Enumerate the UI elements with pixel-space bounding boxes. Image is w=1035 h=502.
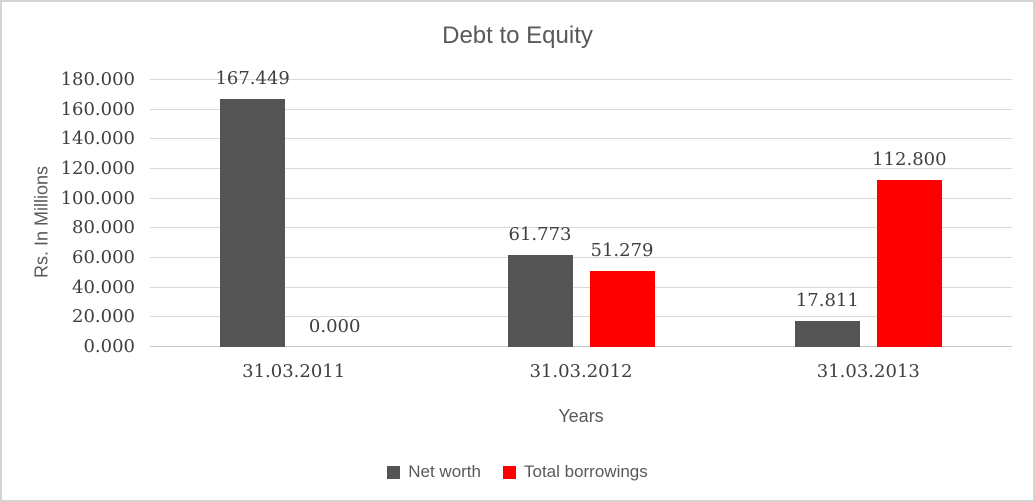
bar-net-worth	[794, 320, 860, 347]
y-tick-label: 140.000	[60, 128, 135, 150]
gridline	[150, 197, 1012, 199]
chart-title: Debt to Equity	[442, 22, 593, 49]
gridline	[150, 257, 1012, 258]
y-tick-label: 60.000	[72, 247, 135, 268]
legend-swatch-icon	[387, 465, 401, 479]
x-axis-line	[150, 346, 1012, 347]
gridline	[150, 286, 1012, 288]
bar-net-worth	[220, 98, 286, 347]
bar-net-worth	[507, 255, 573, 347]
legend-swatch-icon	[502, 465, 516, 479]
legend-label: Net worth	[408, 462, 481, 481]
gridline	[150, 138, 1012, 140]
y-tick-label: 180.000	[60, 69, 135, 90]
legend-item-net-worth: Net worth	[387, 462, 481, 482]
bar-total-borrowings	[876, 179, 942, 347]
legend-item-total-borrowings: Total borrowings	[502, 462, 648, 482]
bar-value-label: 167.449	[215, 67, 290, 89]
y-tick-label: 40.000	[72, 276, 135, 298]
plot-area: 167.449 0.000 61.773 51.279 17.811 112.800	[150, 68, 1012, 347]
x-tick-label: 31.03.2013	[816, 361, 920, 382]
bar-total-borrowings	[589, 270, 655, 347]
bar-value-label: 51.279	[590, 239, 654, 261]
bar-value-label: 17.811	[795, 289, 859, 311]
gridline	[150, 79, 1012, 80]
y-tick-label: 80.000	[72, 217, 135, 239]
y-tick-label: 120.000	[60, 158, 135, 179]
y-tick-label: 160.000	[60, 98, 135, 120]
gridline	[150, 108, 1012, 110]
x-tick-label: 31.03.2011	[242, 361, 346, 382]
gridline	[150, 168, 1012, 169]
bar-value-label: 61.773	[508, 224, 572, 246]
bar-value-label: 112.800	[872, 148, 947, 170]
bar-value-label: 0.000	[308, 316, 361, 337]
gridline	[150, 316, 1012, 318]
legend: Net worth Total borrowings	[2, 462, 1033, 482]
y-tick-label: 0.000	[83, 336, 135, 357]
y-tick-label: 100.000	[60, 187, 135, 209]
legend-label: Total borrowings	[523, 462, 648, 481]
y-tick-label: 20.000	[72, 306, 135, 328]
x-tick-label: 31.03.2012	[529, 361, 633, 382]
x-axis-title: Years	[558, 406, 604, 426]
gridline	[150, 227, 1012, 229]
